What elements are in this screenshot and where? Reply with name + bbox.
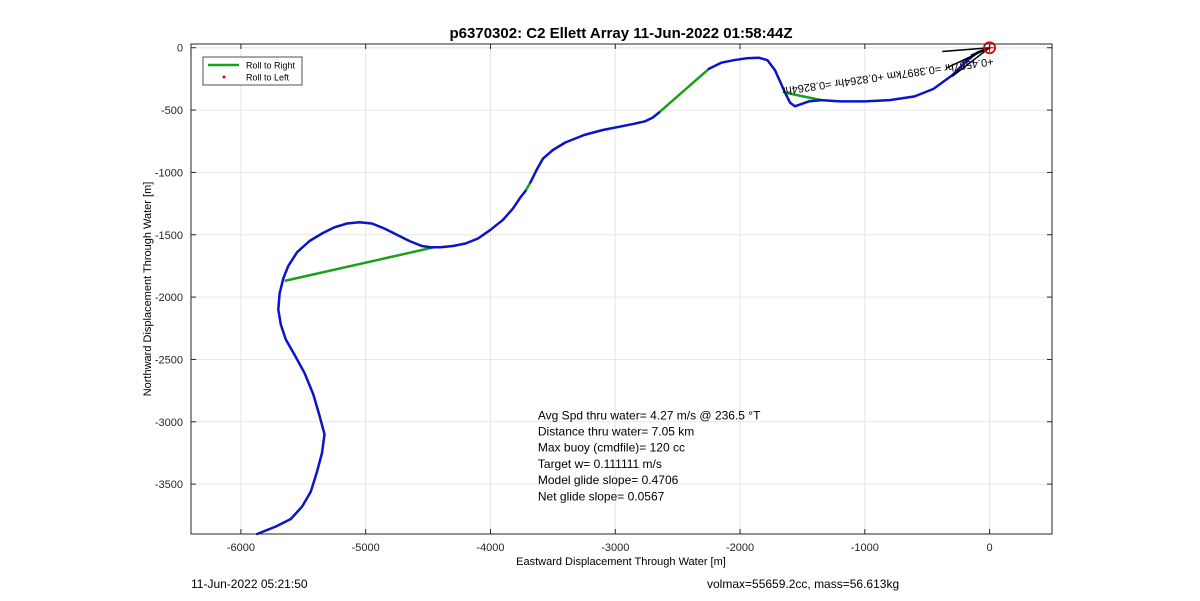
x-tick-label: -5000 — [352, 542, 380, 554]
track-line — [707, 46, 991, 108]
annotation-line: Target w= 0.111111 m/s — [538, 457, 662, 471]
y-tick-label: -2500 — [155, 354, 183, 366]
axes-box — [190, 43, 1053, 535]
roll-to-right-line — [284, 245, 435, 283]
y-tick-label: -1000 — [155, 167, 183, 179]
y-tick-label: -1500 — [155, 230, 183, 242]
grid-lines — [191, 44, 1052, 534]
stats-annotations: Avg Spd thru water= 4.27 m/s @ 236.5 °T D… — [538, 408, 761, 503]
y-tick-label: -3500 — [155, 479, 183, 491]
y-tick-label: -500 — [161, 105, 183, 117]
legend-dot-swatch — [222, 75, 226, 79]
y-tick-label: -2000 — [155, 292, 183, 304]
x-tick-label: -4000 — [476, 542, 504, 554]
x-tick-label: 0 — [987, 542, 993, 554]
roll-to-right-line — [524, 181, 532, 192]
y-tick-label: -3000 — [155, 417, 183, 429]
legend-label: Roll to Right — [246, 61, 296, 71]
y-axis-label: Northward Displacement Through Water [m] — [142, 182, 154, 397]
x-tick-label: -3000 — [601, 542, 629, 554]
legend: Roll to Right Roll to Left — [202, 56, 303, 86]
x-tick-label: -6000 — [227, 542, 255, 554]
chart-title: p6370302: C2 Ellett Array 11-Jun-2022 01… — [450, 25, 793, 42]
roll-to-right-line — [784, 91, 822, 102]
legend-box — [202, 56, 303, 86]
annotation-line: Distance thru water= 7.05 km — [538, 424, 694, 438]
track-line — [255, 189, 527, 536]
roll-to-right-line — [658, 67, 710, 114]
bearing-line — [951, 47, 991, 77]
rotated-annotation: +0.4587hr =0.3897km +0.8264hr =0.8264hr — [781, 55, 994, 97]
legend-label: Roll to Left — [246, 73, 290, 83]
track-series — [255, 46, 991, 536]
bearing-lines — [942, 46, 991, 77]
x-axis-label: Eastward Displacement Through Water [m] — [516, 556, 726, 568]
axes-frame — [190, 43, 1053, 535]
roll-to-right-lines — [284, 67, 822, 283]
annotation-line: Avg Spd thru water= 4.27 m/s @ 236.5 °T — [538, 408, 761, 422]
x-tick-label: -1000 — [851, 542, 879, 554]
y-tick-label: 0 — [177, 43, 183, 55]
annotation-line: Net glide slope= 0.0567 — [538, 489, 665, 503]
track-line — [529, 111, 661, 184]
footer-timestamp: 11-Jun-2022 05:21:50 — [191, 577, 308, 591]
bearing-line — [942, 46, 990, 53]
footer-vol-mass: volmax=55659.2cc, mass=56.613kg — [707, 577, 900, 591]
tick-labels: -6000 -5000 -4000 -3000 -2000 -1000 0 0 -500 -100… — [155, 43, 1052, 554]
x-tick-label: -2000 — [726, 542, 754, 554]
annotation-line: Model glide slope= 0.4706 — [538, 473, 679, 487]
rotated-annotation-group: +0.4587hr =0.3897km +0.8264hr =0.8264hr — [781, 55, 994, 97]
bearing-line — [961, 48, 987, 63]
target-circle — [983, 41, 997, 55]
annotation-line: Max buoy (cmdfile)= 120 cc — [538, 441, 685, 455]
